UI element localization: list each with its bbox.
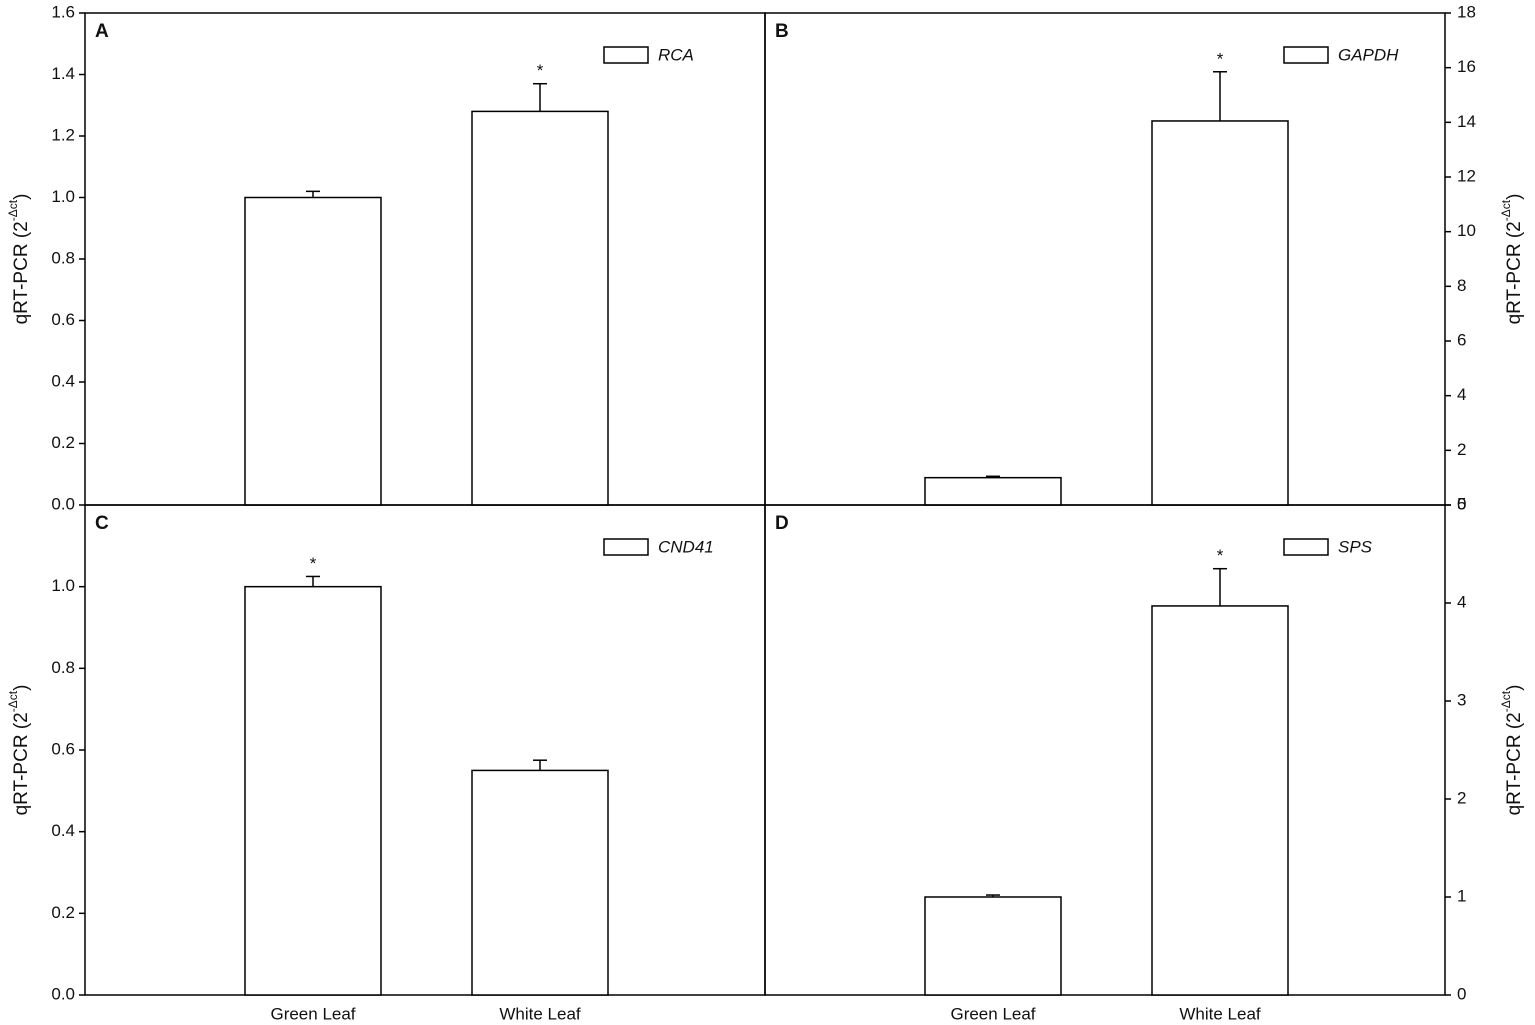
y-tick-label: 6	[1457, 330, 1466, 349]
y-tick-label: 1.0	[51, 187, 75, 206]
y-tick-label: 1.2	[51, 125, 75, 144]
y-axis-label-close: )	[1504, 194, 1525, 200]
y-tick-label: 1.4	[51, 64, 75, 83]
y-axis-label: qRT-PCR (2-Δct)	[6, 194, 32, 325]
y-tick-label: 1.0	[51, 576, 75, 595]
y-axis-label-text: qRT-PCR (2	[1504, 221, 1525, 324]
bar	[244, 196, 382, 506]
significance-mark: *	[310, 554, 317, 573]
x-tick-label: White Leaf	[499, 1004, 581, 1023]
legend-swatch	[1283, 46, 1329, 64]
y-tick-label: 0.4	[51, 371, 75, 390]
panel-frame	[764, 504, 1446, 996]
panel-label: D	[775, 513, 789, 534]
y-tick-label: 10	[1457, 221, 1476, 240]
panel-label: A	[95, 21, 109, 42]
y-tick-label: 0.0	[51, 494, 75, 513]
y-axis-label-exponent: -Δct	[6, 690, 20, 712]
x-tick-label: Green Leaf	[950, 1004, 1035, 1023]
x-tick-label: White Leaf	[1179, 1004, 1261, 1023]
y-tick-label: 0.2	[51, 433, 75, 452]
y-tick-label: 1	[1457, 886, 1466, 905]
y-axis-label-text: qRT-PCR (2	[11, 221, 32, 324]
y-tick-label: 0	[1457, 494, 1466, 513]
y-tick-label: 2	[1457, 440, 1466, 459]
bar	[471, 110, 609, 506]
x-tick-label: Green Leaf	[270, 1004, 355, 1023]
y-tick-label: 0.6	[51, 739, 75, 758]
y-tick-label: 0.8	[51, 658, 75, 677]
legend-swatch	[603, 538, 649, 556]
y-axis-label-close: )	[11, 194, 32, 200]
y-axis-label-text: qRT-PCR (2	[11, 712, 32, 815]
legend-label: RCA	[658, 45, 694, 64]
legend-swatch	[603, 46, 649, 64]
y-tick-label: 0.4	[51, 821, 75, 840]
y-tick-label: 12	[1457, 166, 1476, 185]
legend-label: CND41	[658, 537, 714, 556]
y-tick-label: 14	[1457, 112, 1476, 131]
y-axis-label-exponent: -Δct	[6, 199, 20, 221]
panel-frame	[84, 12, 766, 506]
legend-swatch	[1283, 538, 1329, 556]
significance-mark: *	[1217, 49, 1224, 68]
y-axis-label-close: )	[11, 685, 32, 691]
bar	[1151, 605, 1289, 996]
y-tick-label: 2	[1457, 788, 1466, 807]
y-axis-label-exponent: -Δct	[1499, 199, 1513, 221]
bar	[244, 585, 382, 996]
panel-frame	[764, 12, 1446, 506]
y-tick-label: 1.6	[51, 2, 75, 21]
y-axis-label-text: qRT-PCR (2	[1504, 712, 1525, 815]
y-tick-label: 4	[1457, 385, 1466, 404]
y-tick-label: 0.2	[51, 903, 75, 922]
y-axis-label: qRT-PCR (2-Δct)	[1499, 685, 1525, 816]
y-tick-label: 0.0	[51, 984, 75, 1003]
y-tick-label: 16	[1457, 57, 1476, 76]
bar	[924, 896, 1062, 996]
y-tick-label: 3	[1457, 690, 1466, 709]
y-tick-label: 0.8	[51, 248, 75, 267]
significance-mark: *	[1217, 546, 1224, 565]
bar	[924, 476, 1062, 506]
y-tick-label: 0.6	[51, 310, 75, 329]
significance-mark: *	[537, 61, 544, 80]
y-axis-label-exponent: -Δct	[1499, 690, 1513, 712]
panel-frame	[84, 504, 766, 996]
panel-label: C	[95, 513, 109, 534]
y-axis-label: qRT-PCR (2-Δct)	[1499, 194, 1525, 325]
y-tick-label: 18	[1457, 2, 1476, 21]
y-axis-label-close: )	[1504, 685, 1525, 691]
legend-label: SPS	[1338, 537, 1373, 556]
y-tick-label: 4	[1457, 592, 1466, 611]
y-tick-label: 5	[1457, 494, 1466, 513]
y-tick-label: 8	[1457, 276, 1466, 295]
panel-label: B	[775, 21, 789, 42]
bar	[471, 769, 609, 996]
y-tick-label: 0	[1457, 984, 1466, 1003]
y-axis-label: qRT-PCR (2-Δct)	[6, 685, 32, 816]
bar	[1151, 120, 1289, 506]
legend-label: GAPDH	[1338, 45, 1399, 64]
